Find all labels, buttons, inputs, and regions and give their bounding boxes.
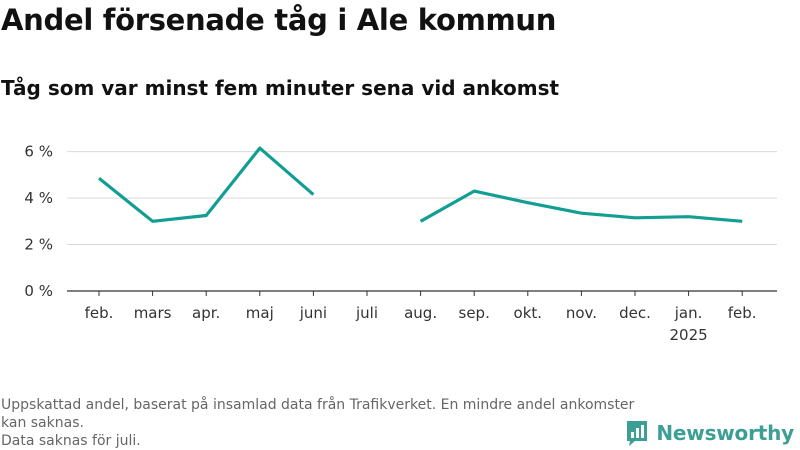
x-axis-labels: feb. mars apr. maj juni juli aug. sep. okt. nov. d…	[85, 304, 757, 344]
x-tick-label: nov.	[566, 304, 597, 322]
x-tick-label: juli	[355, 304, 378, 322]
footnote-missing-data: Data saknas för juli.	[1, 433, 141, 449]
footnote: Uppskattad andel, baserat på insamlad da…	[1, 396, 641, 450]
x-tick-label: juni	[299, 304, 327, 322]
x-tick-label: aug.	[404, 304, 437, 322]
brand-name: Newsworthy	[656, 421, 794, 445]
x-tick-label: feb.	[85, 304, 114, 322]
y-tick-label: 4 %	[24, 189, 53, 207]
y-tick-label: 0 %	[24, 282, 53, 300]
series-lines	[97, 146, 743, 223]
x-tick-label: feb.	[728, 304, 757, 322]
x-tick-label: sep.	[459, 304, 490, 322]
x-tick-label: apr.	[192, 304, 220, 322]
x-tick-label: dec.	[619, 304, 651, 322]
x-tick-label: mars	[134, 304, 172, 322]
x-tick-label: maj	[246, 304, 274, 322]
gridlines	[67, 151, 777, 246]
x-tick-label: jan.	[674, 304, 703, 322]
x-tick-label: okt.	[514, 304, 543, 322]
chart-title: Andel försenade tåg i Ale kommun	[1, 3, 557, 37]
y-tick-label: 2 %	[24, 236, 53, 254]
series-line	[419, 189, 743, 223]
newsworthy-logo: Newsworthy	[625, 419, 794, 447]
chart-subtitle: Tåg som var minst fem minuter sena vid a…	[1, 76, 560, 100]
series-line	[97, 146, 315, 223]
footnote-source: Uppskattad andel, baserat på insamlad da…	[1, 397, 635, 431]
y-tick-label: 6 %	[24, 143, 53, 161]
x-axis	[67, 290, 777, 296]
newsworthy-logo-icon	[627, 421, 648, 446]
x-tick-sublabel: 2025	[670, 326, 708, 344]
y-axis-labels: 0 % 2 % 4 % 6 %	[24, 143, 53, 300]
